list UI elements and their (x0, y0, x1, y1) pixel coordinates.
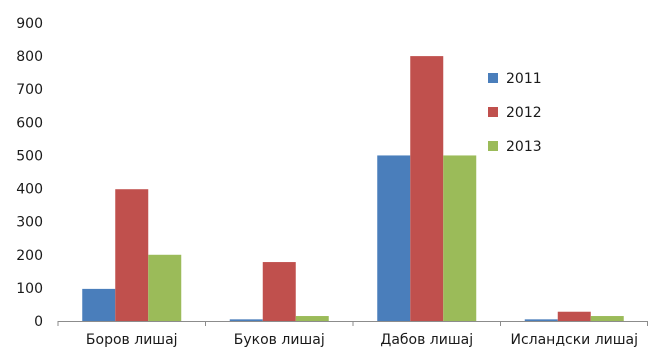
y-tick-label: 900 (16, 16, 43, 32)
category-label: Исландски лишај (510, 332, 638, 348)
bar (82, 288, 116, 321)
bar (262, 262, 296, 321)
legend-label: 2011 (506, 71, 542, 87)
legend-swatch (488, 107, 498, 117)
legend: 2011 2012 2013 (488, 71, 542, 155)
bar (557, 311, 591, 321)
y-axis-ticks: 0 100 200 300 400 500 600 700 800 900 (16, 16, 43, 330)
y-tick-label: 200 (16, 248, 43, 264)
y-tick-label: 700 (16, 82, 43, 98)
bar (377, 155, 411, 321)
y-tick-label: 300 (16, 215, 43, 231)
bar (443, 155, 477, 321)
bar (295, 316, 329, 321)
category-label: Дабов лишај (380, 332, 473, 348)
category-labels: Боров лишај Буков лишај Дабов лишај Исландс… (86, 332, 638, 348)
bar (148, 254, 182, 321)
y-tick-label: 800 (16, 49, 43, 65)
bar (524, 319, 558, 321)
legend-swatch (488, 73, 498, 83)
bar (229, 319, 263, 321)
y-tick-label: 500 (16, 148, 43, 164)
bar (115, 189, 149, 321)
bars (82, 56, 624, 321)
y-tick-label: 0 (34, 314, 43, 330)
legend-label: 2012 (506, 105, 542, 121)
legend-label: 2013 (506, 139, 542, 155)
bar (590, 316, 624, 321)
y-tick-label: 400 (16, 182, 43, 198)
legend-swatch (488, 141, 498, 151)
y-tick-label: 100 (16, 281, 43, 297)
y-tick-label: 600 (16, 115, 43, 131)
category-label: Боров лишај (86, 332, 178, 348)
category-label: Буков лишај (234, 332, 325, 348)
bar (410, 56, 444, 321)
